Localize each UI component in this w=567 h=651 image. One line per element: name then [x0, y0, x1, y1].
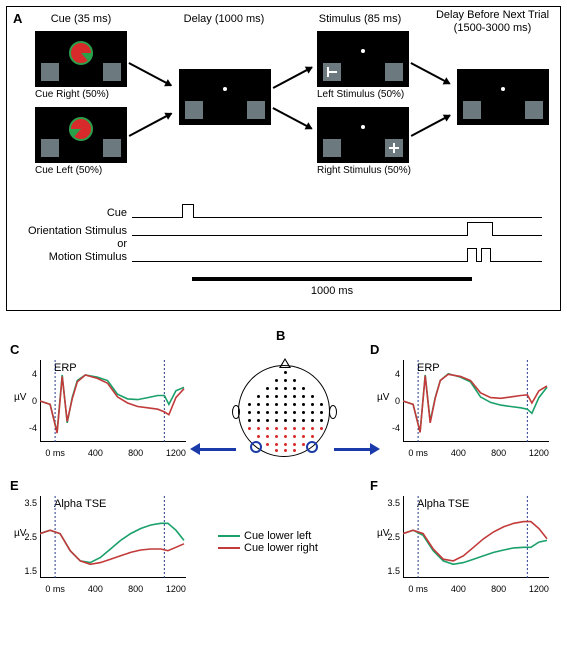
screen-stim-left — [317, 31, 409, 87]
stage-cue-label: Cue (35 ms) — [35, 13, 127, 25]
cue-icon — [69, 41, 93, 65]
selected-electrode-right — [306, 441, 318, 453]
screen-delay2 — [457, 69, 549, 125]
arrow-icon — [129, 62, 172, 86]
headmap — [232, 355, 337, 475]
stage-stim-label: Stimulus (85 ms) — [305, 13, 415, 25]
tl-motion-label: Motion Stimulus — [17, 251, 127, 263]
arrow-right-icon — [334, 448, 372, 451]
ear-icon — [329, 405, 337, 419]
stage-delay2-label1: Delay Before Next Trial — [425, 9, 560, 21]
caption-right-stim: Right Stimulus (50%) — [317, 165, 411, 176]
caption-cue-left: Cue Left (50%) — [35, 165, 102, 176]
screen-delay1 — [179, 69, 271, 125]
legend-left: Cue lower left — [218, 530, 318, 542]
cue-icon — [69, 117, 93, 141]
arrow-left-icon — [198, 448, 236, 451]
screen-stim-right — [317, 107, 409, 163]
arrow-icon — [273, 66, 313, 88]
legend: Cue lower left Cue lower right — [218, 530, 318, 554]
plot-f-tse: Alpha TSE µV 0 ms40080012001.52.53.5 — [375, 488, 555, 598]
legend-right: Cue lower right — [218, 542, 318, 554]
caption-cue-right: Cue Right (50%) — [35, 89, 109, 100]
tl-orient-label: Orientation Stimulus — [17, 225, 127, 237]
arrow-icon — [273, 107, 313, 129]
plot-d-erp: ERP µV 0 ms4008001200-404 — [375, 352, 555, 462]
scale-bar — [192, 277, 472, 281]
plot-c-erp: ERP µV 0 ms4008001200-404 — [12, 352, 192, 462]
stage-delay1-label: Delay (1000 ms) — [169, 13, 279, 25]
plot-e-tse: Alpha TSE µV 0 ms40080012001.52.53.5 — [12, 488, 192, 598]
caption-left-stim: Left Stimulus (50%) — [317, 89, 404, 100]
arrow-icon — [411, 62, 451, 84]
timeline: Cue Orientation Stimulus or Motion Stimu… — [17, 207, 552, 302]
panel-label-a: A — [13, 11, 22, 26]
tl-cue-label: Cue — [17, 207, 127, 219]
screen-cue-right — [35, 31, 127, 87]
ear-icon — [232, 405, 240, 419]
panel-a: A Cue (35 ms) Delay (1000 ms) Stimulus (… — [6, 6, 561, 311]
scale-label: 1000 ms — [192, 285, 472, 297]
arrow-icon — [129, 113, 172, 137]
arrow-icon — [411, 114, 451, 136]
panel-label-b: B — [276, 328, 285, 343]
screen-cue-left — [35, 107, 127, 163]
stage-delay2-label2: (1500-3000 ms) — [425, 22, 560, 34]
tl-or-label: or — [17, 238, 127, 250]
panel-lower: C B D E F ERP µV 0 ms4008001200-404 ERP … — [0, 320, 567, 650]
selected-electrode-left — [250, 441, 262, 453]
